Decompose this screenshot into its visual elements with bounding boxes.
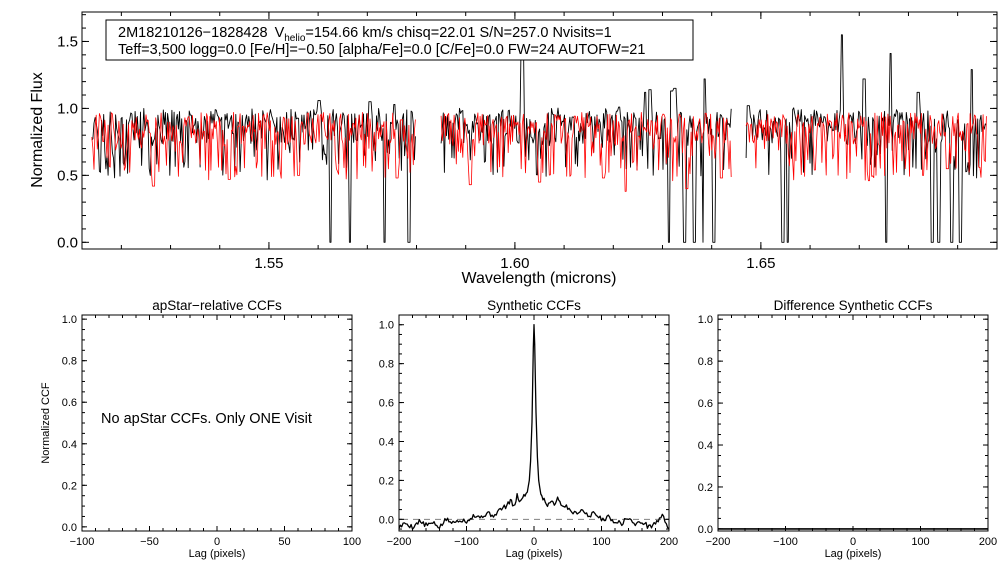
apstar_ccf-y-tick-label: 0.4: [62, 439, 77, 451]
model-spectrum-line-chip-3: [745, 112, 987, 182]
difference-ccf-x-axis-label: Lag (pixels): [825, 548, 882, 560]
spectrum-y-tick-label: 1.5: [57, 33, 78, 50]
apstar-ccf-y-axis-label: Normalized CCF: [40, 382, 52, 464]
difference_ccf-x-tick-label: 200: [979, 536, 997, 548]
difference_ccf-y-tick-label: 0.2: [698, 482, 713, 494]
spectrum-y-tick-label: 0.5: [57, 167, 78, 184]
synthetic_ccf-x-tick-label: 100: [592, 536, 610, 548]
star-id: 2M18210126−1828428: [118, 25, 268, 41]
spectrum-y-axis-label: Normalized Flux: [29, 72, 46, 188]
star-stats: =154.66 km/s chisq=22.01 S/N=257.0 Nvisi…: [305, 25, 611, 41]
difference-ccf-ticks: −200 −100 0 100 200 0.0 0.2 0.4 0.6 0.8 1.0: [698, 314, 997, 548]
synthetic_ccf-y-tick-label: 0.8: [379, 359, 394, 371]
spectrum-frame: [81, 11, 998, 250]
spectrum-ticks: 1.55 1.60 1.65 0.0 0.5 1.0 1.5: [57, 12, 997, 272]
synthetic_ccf-y-tick-label: 0.6: [379, 398, 394, 410]
synthetic_ccf-y-tick-label: 0.0: [379, 514, 394, 526]
synthetic-ccf-x-axis-label: Lag (pixels): [506, 548, 563, 560]
star-info-box-frame: [105, 19, 694, 61]
apstar_ccf-x-tick-label: 0: [214, 536, 220, 548]
synthetic-ccf-frame: [398, 314, 670, 532]
model-spectrum-line-chip-2: [440, 112, 732, 192]
star-info-line-2: Teff=3,500 logg=0.0 [Fe/H]=−0.50 [alpha/…: [118, 42, 645, 58]
synthetic_ccf-y-tick-label: 0.2: [379, 475, 394, 487]
difference_ccf-y-tick-label: 0.0: [698, 524, 713, 536]
synthetic_ccf-x-tick-label: −200: [387, 536, 412, 548]
apstar_ccf-y-tick-label: 0.0: [62, 522, 77, 534]
difference_ccf-y-tick-label: 1.0: [698, 314, 713, 326]
difference_ccf-x-tick-label: −200: [706, 536, 731, 548]
spectrum-x-tick-label: 1.60: [500, 255, 529, 272]
difference_ccf-x-tick-label: −100: [773, 536, 798, 548]
vhelio-subscript: helio: [284, 33, 306, 44]
apstar_ccf-x-tick-label: 50: [278, 536, 290, 548]
apstar-ccf-x-axis-label: Lag (pixels): [189, 548, 246, 560]
apstar_ccf-x-tick-label: −50: [140, 536, 159, 548]
spectrum-x-tick-label: 1.65: [746, 255, 775, 272]
apstar_ccf-x-tick-label: −100: [70, 536, 95, 548]
spectrum-y-tick-label: 0.0: [57, 234, 78, 251]
apstar_ccf-x-tick-label: 100: [343, 536, 361, 548]
difference_ccf-y-tick-label: 0.6: [698, 398, 713, 410]
vhelio-symbol: V: [275, 25, 285, 41]
spectrum-x-tick-label: 1.55: [254, 255, 283, 272]
difference_ccf-y-tick-label: 0.8: [698, 356, 713, 368]
spectrum-x-axis-label: Wavelength (microns): [461, 270, 616, 287]
spectrum-panel: 1.55 1.60 1.65 0.0 0.5 1.0 1.5 Wavelength (mic…: [29, 11, 998, 287]
difference-ccf-panel: −200 −100 0 100 200 0.0 0.2 0.4 0.6 0.8 1.0 Differ…: [698, 298, 997, 560]
apstar-ccf-title: apStar−relative CCFs: [152, 298, 282, 313]
synthetic_ccf-y-tick-label: 0.4: [379, 436, 394, 448]
difference_ccf-y-tick-label: 0.4: [698, 440, 713, 452]
star-info-box: 2M18210126−1828428 Vhelio=154.66 km/s chi…: [105, 19, 694, 61]
synthetic_ccf-x-tick-label: −100: [454, 536, 479, 548]
difference-ccf-title: Difference Synthetic CCFs: [774, 298, 933, 313]
observed-spectrum-line-chip-2: [440, 35, 732, 243]
difference_ccf-x-tick-label: 100: [911, 536, 929, 548]
synthetic-ccf-panel: −200 −100 0 100 200 0.0 0.2 0.4 0.6 0.8 1.0 Synthe…: [379, 298, 678, 560]
apstar-ccf-ticks: −100 −50 0 50 100 0.0 0.2 0.4 0.6 0.8 1.0: [62, 314, 361, 548]
synthetic_ccf-x-tick-label: 0: [531, 536, 537, 548]
spectrum-series-layer: [91, 34, 987, 243]
spectrum-y-tick-label: 1.0: [57, 100, 78, 117]
apstar_ccf-y-tick-label: 0.8: [62, 356, 77, 368]
synthetic-ccf-ticks: −200 −100 0 100 200 0.0 0.2 0.4 0.6 0.8 1.0: [379, 314, 678, 548]
star-info-line-1: 2M18210126−1828428 Vhelio=154.66 km/s chi…: [118, 25, 612, 44]
apstar-ccf-panel: −100 −50 0 50 100 0.0 0.2 0.4 0.6 0.8 1.0 apStar−r…: [40, 298, 361, 560]
synthetic-ccf-line: [398, 324, 670, 530]
model-spectrum-line-chip-1: [91, 112, 416, 187]
synthetic-ccf-series-layer: [398, 324, 670, 530]
synthetic_ccf-x-tick-label: 200: [660, 536, 678, 548]
synthetic_ccf-y-tick-label: 1.0: [379, 320, 394, 332]
difference-ccf-frame: [717, 314, 989, 532]
apstar_ccf-y-tick-label: 0.6: [62, 397, 77, 409]
apstar_ccf-y-tick-label: 1.0: [62, 314, 77, 326]
observed-spectrum-line-chip-1: [91, 99, 416, 243]
difference_ccf-x-tick-label: 0: [850, 536, 856, 548]
no-ccf-note: No apStar CCFs. Only ONE Visit: [101, 411, 312, 427]
apstar_ccf-y-tick-label: 0.2: [62, 480, 77, 492]
synthetic-ccf-title: Synthetic CCFs: [487, 298, 581, 313]
